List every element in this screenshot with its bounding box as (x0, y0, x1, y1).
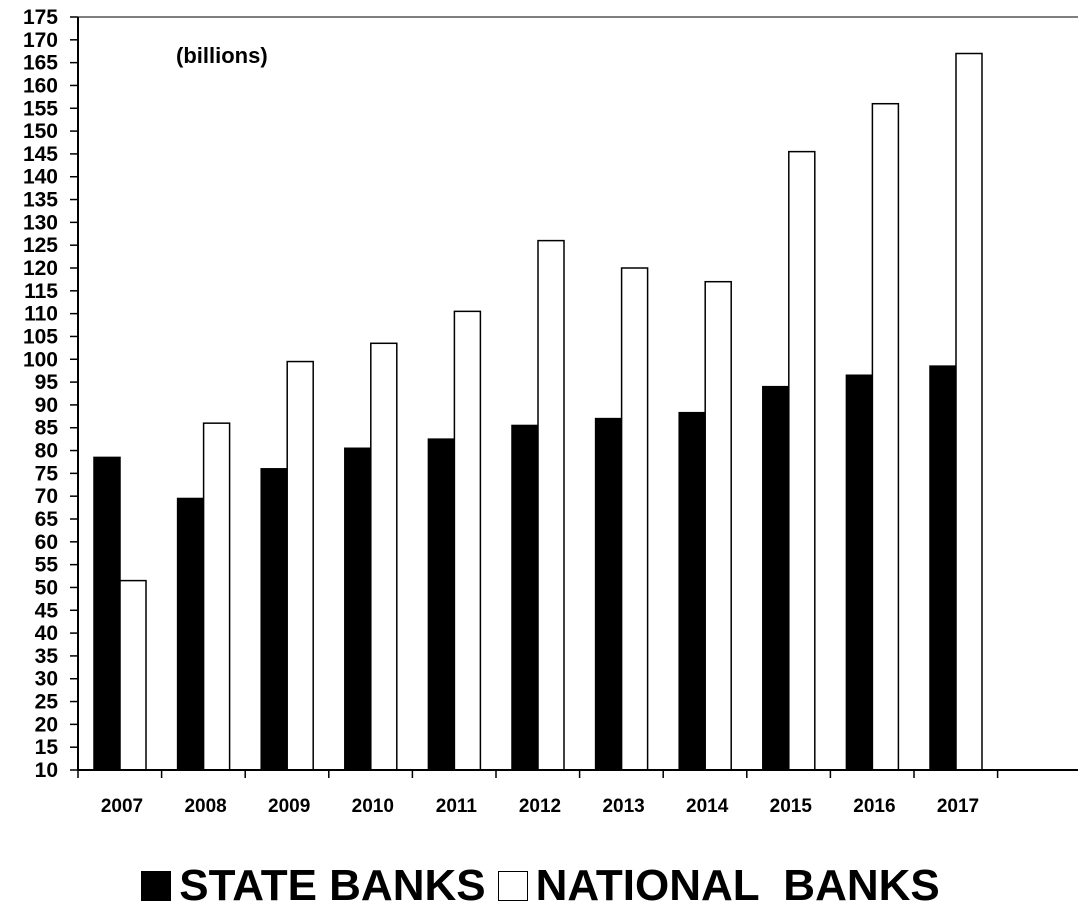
bar-state-banks (427, 438, 456, 771)
legend-label-state-banks: STATE BANKS (179, 860, 486, 910)
chart-annotation: (billions) (176, 43, 268, 68)
x-tick-label: 2010 (352, 796, 394, 817)
y-tick-label: 40 (35, 622, 58, 645)
bar-state-banks (762, 385, 790, 771)
bar-state-banks (176, 497, 205, 771)
y-tick-label: 110 (24, 303, 58, 326)
bar-national-banks (620, 267, 649, 771)
x-tick-label: 2016 (853, 796, 895, 817)
x-tick-label: 2011 (436, 796, 478, 817)
y-tick-label: 70 (35, 485, 58, 508)
bar-national-banks (871, 102, 900, 771)
y-tick-label: 150 (23, 120, 58, 143)
y-tick-label: 90 (35, 394, 58, 417)
y-tick-label: 10 (35, 759, 58, 782)
bar-chart: 1015202530354045505560657075808590951001… (23, 6, 1078, 817)
y-tick-label: 35 (35, 645, 59, 668)
y-tick-label: 50 (35, 576, 58, 599)
x-tick-label: 2015 (770, 796, 813, 817)
y-tick-label: 175 (23, 6, 58, 29)
y-tick-label: 120 (23, 257, 58, 280)
bar-state-banks (93, 456, 121, 771)
legend-label-national-banks: NATIONAL BANKS (535, 860, 940, 910)
bar-national-banks (788, 150, 816, 771)
y-tick-label: 100 (23, 348, 58, 371)
legend: STATE BANKS NATIONAL BANKS (0, 858, 1081, 913)
y-tick-label: 55 (35, 554, 59, 577)
y-tick-label: 80 (35, 440, 58, 463)
x-tick-label: 2013 (602, 796, 644, 817)
y-tick-label: 45 (35, 599, 59, 622)
bar-state-banks (511, 424, 539, 771)
x-tick-label: 2017 (937, 796, 979, 817)
bar-national-banks (955, 52, 983, 771)
legend-item-state-banks: STATE BANKS (141, 860, 486, 911)
y-tick-label: 65 (35, 508, 59, 531)
y-tick-label: 125 (23, 234, 58, 257)
bar-national-banks (537, 239, 565, 771)
y-tick-label: 135 (23, 189, 58, 212)
legend-item-national-banks: NATIONAL BANKS (497, 860, 940, 911)
x-tick-label: 2009 (268, 796, 310, 817)
y-tick-label: 30 (35, 668, 58, 691)
x-tick-label: 2007 (101, 796, 143, 817)
bar-national-banks (704, 280, 732, 771)
bar-national-banks (370, 342, 398, 771)
y-tick-label: 165 (23, 52, 58, 75)
y-tick-label: 95 (35, 371, 59, 394)
bar-state-banks (678, 411, 706, 771)
y-tick-label: 145 (23, 143, 58, 166)
y-tick-label: 115 (24, 280, 58, 303)
x-tick-label: 2014 (686, 796, 729, 817)
y-tick-label: 15 (35, 736, 59, 759)
y-tick-label: 160 (23, 74, 58, 97)
bar-state-banks (929, 365, 957, 771)
y-tick-label: 155 (23, 97, 58, 120)
bar-state-banks (845, 374, 874, 771)
bar-national-banks (202, 422, 231, 771)
x-tick-label: 2012 (519, 796, 561, 817)
x-tick-label: 2008 (184, 796, 226, 817)
bar-state-banks (260, 468, 288, 771)
y-tick-label: 105 (23, 325, 58, 348)
bar-state-banks (594, 417, 623, 771)
y-tick-label: 140 (23, 166, 58, 189)
bar-state-banks (344, 447, 372, 771)
legend-swatch-state-banks (141, 870, 172, 901)
y-tick-label: 170 (23, 29, 58, 52)
y-tick-label: 85 (35, 417, 59, 440)
bar-national-banks (119, 579, 147, 771)
legend-swatch-national-banks (497, 870, 528, 901)
y-tick-label: 130 (23, 211, 58, 234)
bar-national-banks (286, 360, 314, 771)
y-tick-label: 75 (35, 462, 59, 485)
bar-national-banks (453, 310, 482, 771)
y-tick-label: 20 (35, 713, 58, 736)
y-tick-label: 60 (35, 531, 58, 554)
y-tick-label: 25 (35, 691, 59, 714)
